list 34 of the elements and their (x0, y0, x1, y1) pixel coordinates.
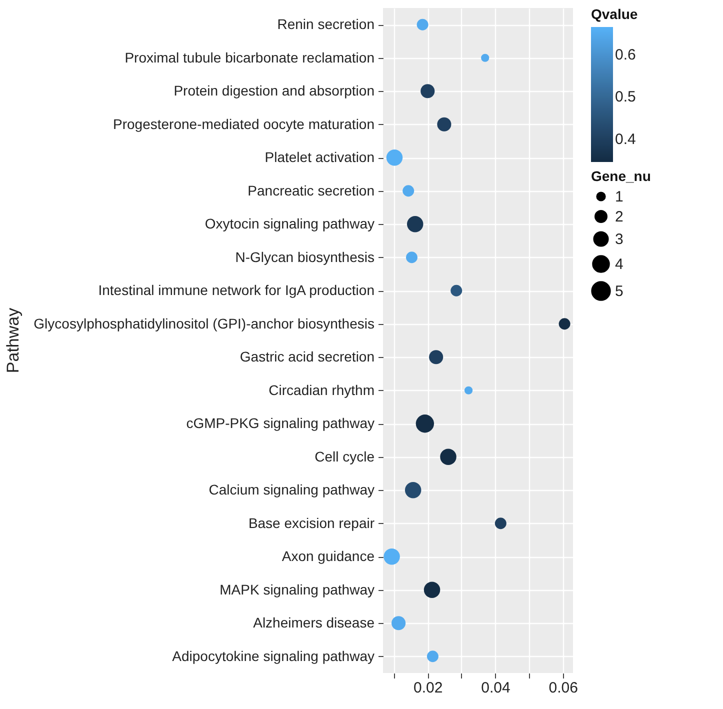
y-axis-title: Pathway (4, 307, 23, 374)
legend-label: 3 (615, 231, 624, 248)
y-tick-label: Adipocytokine signaling pathway (172, 648, 374, 664)
y-tick-label: Base excision repair (248, 514, 375, 531)
y-tick-label: Proximal tubule bicarbonate reclamation (124, 49, 374, 66)
color-bar-label: 0.4 (615, 130, 636, 148)
y-tick-label: Platelet activation (264, 149, 374, 166)
legend-label: 5 (615, 283, 624, 300)
legend-label: 4 (615, 256, 624, 273)
color-bar-label: 0.6 (615, 46, 636, 64)
y-tick-label: Alzheimers disease (253, 614, 375, 631)
x-tick-label: 0.06 (548, 680, 578, 696)
legend-title: Gene_nu (591, 168, 651, 184)
y-tick-label: Calcium signaling pathway (208, 482, 374, 498)
y-tick-label: Renin secretion (277, 16, 374, 32)
x-tick-label: 0.02 (414, 680, 443, 696)
legend-label: 2 (615, 208, 624, 226)
legend-label: 1 (615, 188, 624, 206)
color-bar-title: Qvalue (591, 6, 638, 22)
y-tick-label: Cell cycle (314, 448, 375, 464)
y-tick-label: Oxytocin signaling pathway (204, 216, 374, 232)
y-tick-label: Gastric acid secretion (240, 348, 374, 365)
y-tick-label: Glycosylphosphatidylinositol (GPI)-anchor biosynthesis (34, 315, 374, 332)
y-tick-label: N-Glycan biosynthesis (235, 248, 374, 265)
y-tick-label: Axon guidance (282, 548, 375, 564)
y-tick-label: Pancreatic secretion (248, 182, 374, 198)
x-tick-label: 0.04 (481, 680, 510, 696)
y-tick-label: Progesterone-mediated oocyte maturation (113, 116, 374, 132)
y-tick-label: Intestinal immune network for IgA production (98, 282, 374, 298)
y-tick-label: MAPK signaling pathway (220, 581, 374, 598)
y-tick-label: Circadian rhythm (268, 382, 374, 398)
y-tick-label: cGMP-PKG signaling pathway (186, 415, 374, 432)
y-tick-label: Protein digestion and absorption (174, 82, 374, 99)
color-bar-label: 0.5 (615, 88, 636, 106)
